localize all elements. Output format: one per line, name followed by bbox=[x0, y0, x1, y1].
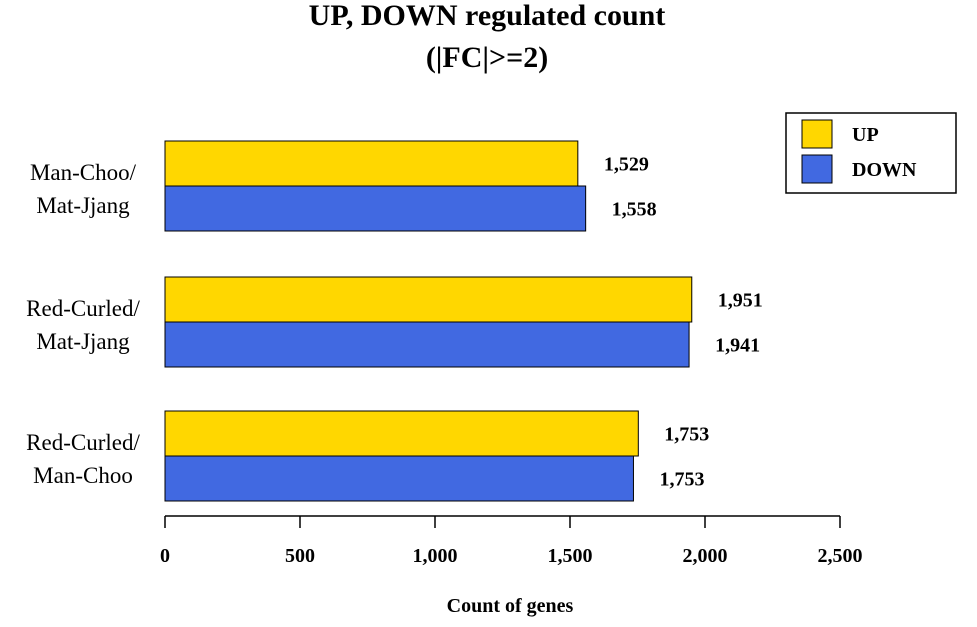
x-axis: 0 500 1,000 1,500 2,000 2,500 bbox=[160, 515, 863, 567]
x-tick-label-3: 1,500 bbox=[548, 545, 593, 567]
x-tick-label-2: 1,000 bbox=[413, 545, 458, 567]
category-label-0-line-1: Mat-Jjang bbox=[36, 193, 130, 218]
category-label-2-line-0: Red-Curled/ bbox=[26, 430, 140, 455]
value-label-up-0: 1,529 bbox=[604, 154, 649, 176]
legend-label-up: UP bbox=[852, 124, 879, 146]
x-axis-title: Count of genes bbox=[447, 595, 574, 617]
legend-label-down: DOWN bbox=[852, 159, 917, 181]
x-tick-label-0: 0 bbox=[160, 545, 170, 567]
value-label-up-2: 1,753 bbox=[664, 424, 709, 446]
x-tick-label-4: 2,000 bbox=[683, 545, 728, 567]
category-labels: Man-Choo/Mat-Jjang Red-Curled/Mat-Jjang Re… bbox=[26, 160, 140, 488]
bar-up-1 bbox=[164, 276, 693, 323]
category-label-2-line-1: Man-Choo bbox=[33, 463, 133, 488]
legend-swatch-down bbox=[801, 154, 833, 184]
category-label-0-line-0: Man-Choo/ bbox=[30, 160, 137, 185]
bar-down-2 bbox=[164, 455, 634, 502]
bar-down-1 bbox=[164, 321, 690, 368]
legend: UP DOWN bbox=[785, 112, 957, 194]
category-label-1-line-1: Mat-Jjang bbox=[36, 329, 130, 354]
x-tick-label-5: 2,500 bbox=[818, 545, 863, 567]
bar-down-0 bbox=[164, 185, 587, 232]
bars-group: 1,529 1,558 1,951 1,941 1,753 1,753 bbox=[164, 140, 763, 502]
value-label-down-0: 1,558 bbox=[612, 199, 657, 221]
bar-up-2 bbox=[164, 410, 639, 457]
legend-swatch-up bbox=[801, 119, 833, 149]
chart-title-line-2: (|FC|>=2) bbox=[426, 41, 548, 74]
value-label-up-1: 1,951 bbox=[718, 290, 763, 312]
value-label-down-2: 1,753 bbox=[659, 469, 704, 491]
x-tick-label-1: 500 bbox=[285, 545, 315, 567]
value-label-down-1: 1,941 bbox=[715, 335, 760, 357]
chart-title-line-1: UP, DOWN regulated count bbox=[309, 0, 666, 32]
bar-up-0 bbox=[164, 140, 579, 187]
category-label-1-line-0: Red-Curled/ bbox=[26, 296, 140, 321]
